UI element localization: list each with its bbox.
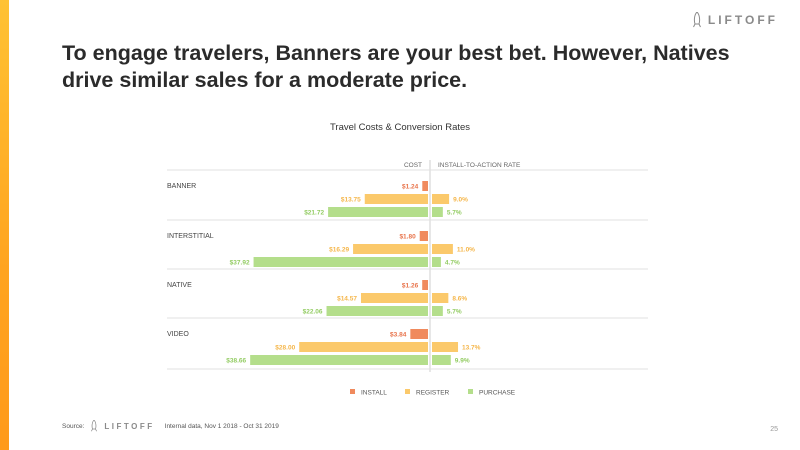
legend-label: PURCHASE <box>479 390 516 397</box>
legend-swatch <box>405 389 410 394</box>
cost-conversion-chart: COST INSTALL-TO-ACTION RATE BANNER $1.24 $13… <box>167 160 648 397</box>
rate-value-label: 8.6% <box>452 296 467 303</box>
footer-brand: LIFTOFF <box>104 421 155 431</box>
cost-value-label: $22.06 <box>303 309 323 316</box>
cost-bar <box>253 257 428 267</box>
category-label: NATIVE <box>167 282 192 289</box>
rate-value-label: 13.7% <box>462 345 481 352</box>
rate-bar <box>432 194 450 204</box>
rate-bar <box>432 293 449 303</box>
cost-value-label: $38.66 <box>226 358 246 365</box>
rate-bar <box>432 342 459 352</box>
cost-value-label: $28.00 <box>275 345 295 352</box>
category-label: INTERSTITIAL <box>167 233 214 240</box>
cost-bar <box>360 293 428 303</box>
rate-bar <box>432 207 443 217</box>
rate-bar <box>432 257 441 267</box>
cost-bar <box>410 329 428 339</box>
source-label: Source: <box>62 422 85 430</box>
cost-bar <box>419 231 428 241</box>
cost-bar <box>328 207 428 217</box>
cost-value-label: $14.57 <box>337 296 357 303</box>
cost-bar <box>353 244 428 254</box>
rocket-icon <box>692 12 701 28</box>
cost-bar <box>299 342 428 352</box>
cost-value-label: $3.84 <box>390 332 407 339</box>
brand-name: LIFTOFF <box>707 13 778 27</box>
cost-value-label: $37.92 <box>230 260 250 267</box>
legend-swatch <box>468 389 473 394</box>
cost-bar <box>364 194 428 204</box>
cost-bar <box>326 306 428 316</box>
cost-value-label: $1.24 <box>402 184 419 191</box>
rate-value-label: 4.7% <box>445 260 460 267</box>
cost-bar <box>250 355 428 365</box>
cost-value-label: $21.72 <box>304 210 324 217</box>
brand-logo: LIFTOFF <box>692 12 778 28</box>
cost-bar <box>422 181 428 191</box>
cost-value-label: $1.80 <box>399 234 416 241</box>
accent-side-bar <box>0 0 9 450</box>
category-label: BANNER <box>167 183 196 190</box>
rate-value-label: 5.7% <box>447 210 462 217</box>
rate-value-label: 11.0% <box>457 247 475 254</box>
legend-label: INSTALL <box>361 390 387 397</box>
legend-label: REGISTER <box>416 390 450 397</box>
cost-header: COST <box>404 162 422 169</box>
category-label: VIDEO <box>167 331 189 338</box>
rate-value-label: 9.9% <box>455 358 470 365</box>
page-title: To engage travelers, Banners are your be… <box>62 41 730 92</box>
rate-bar <box>432 355 451 365</box>
rate-bar <box>432 244 453 254</box>
rate-value-label: 9.0% <box>453 197 468 204</box>
source-note: Internal data, Nov 1 2018 - Oct 31 2019 <box>164 422 279 430</box>
legend-swatch <box>350 389 355 394</box>
cost-value-label: $1.26 <box>402 283 419 290</box>
cost-value-label: $16.29 <box>329 247 349 254</box>
cost-value-label: $13.75 <box>341 197 361 204</box>
rate-value-label: 5.7% <box>447 309 462 316</box>
rate-header: INSTALL-TO-ACTION RATE <box>438 162 521 169</box>
rate-bar <box>432 306 443 316</box>
rocket-icon <box>91 420 98 432</box>
cost-bar <box>422 280 428 290</box>
page-number: 25 <box>770 426 778 433</box>
footer: Source: LIFTOFF Internal data, Nov 1 201… <box>62 420 279 432</box>
chart-title: Travel Costs & Conversion Rates <box>329 122 471 133</box>
